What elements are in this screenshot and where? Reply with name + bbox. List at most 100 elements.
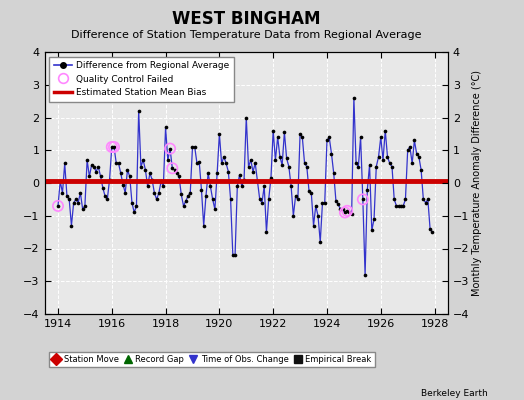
Point <box>305 188 313 194</box>
Point <box>231 252 239 258</box>
Point <box>278 162 286 168</box>
Point <box>397 203 405 209</box>
Point <box>137 164 145 170</box>
Legend: Station Move, Record Gap, Time of Obs. Change, Empirical Break: Station Move, Record Gap, Time of Obs. C… <box>49 352 375 368</box>
Point <box>330 170 338 176</box>
Point <box>287 183 296 190</box>
Point <box>300 160 309 166</box>
Point <box>265 196 273 202</box>
Point <box>368 227 376 234</box>
Point <box>195 158 203 165</box>
Point <box>233 183 242 190</box>
Point <box>114 160 123 166</box>
Point <box>222 160 231 166</box>
Point <box>334 201 342 208</box>
Point <box>370 216 378 222</box>
Point <box>426 226 434 232</box>
Point <box>242 114 250 121</box>
Point <box>166 146 174 152</box>
Point <box>303 164 311 170</box>
Point <box>260 183 268 190</box>
Point <box>412 150 421 157</box>
Point <box>74 200 82 206</box>
Point <box>67 222 75 229</box>
Point <box>213 170 221 176</box>
Point <box>336 206 345 212</box>
Point <box>157 178 165 184</box>
Point <box>184 193 192 199</box>
Point <box>166 146 174 152</box>
Point <box>141 167 150 173</box>
Point <box>179 203 188 209</box>
Point <box>414 154 423 160</box>
Point <box>399 203 407 209</box>
Point <box>282 155 291 162</box>
Point <box>379 157 387 163</box>
Point <box>298 134 307 140</box>
Point <box>285 164 293 170</box>
Point <box>94 164 103 170</box>
Point <box>408 160 417 166</box>
Point <box>200 222 208 229</box>
Point <box>228 252 237 258</box>
Point <box>211 206 219 212</box>
Point <box>150 190 159 196</box>
Point <box>356 134 365 140</box>
Point <box>395 203 403 209</box>
Point <box>119 182 127 188</box>
Point <box>350 95 358 101</box>
Point <box>343 208 352 214</box>
Point <box>274 134 282 140</box>
Point <box>289 212 298 219</box>
Point <box>374 154 383 160</box>
Point <box>163 157 172 163</box>
Point <box>81 203 89 209</box>
Point <box>309 222 318 229</box>
Point <box>54 203 62 209</box>
Point <box>316 239 324 245</box>
Point <box>269 127 277 134</box>
Point <box>249 168 257 175</box>
Point <box>70 200 78 206</box>
Point <box>410 137 419 144</box>
Point <box>365 162 374 168</box>
Point <box>386 160 394 166</box>
Point <box>267 175 275 181</box>
Point <box>79 206 87 212</box>
Point <box>323 137 331 144</box>
Point <box>341 209 349 216</box>
Point <box>202 193 210 199</box>
Point <box>209 196 217 202</box>
Point <box>291 193 300 199</box>
Point <box>121 190 129 196</box>
Point <box>175 173 183 180</box>
Point <box>358 196 367 202</box>
Point <box>293 196 302 202</box>
Point <box>126 173 134 180</box>
Point <box>345 209 354 216</box>
Point <box>188 144 196 150</box>
Point <box>72 196 80 202</box>
Point <box>226 196 235 202</box>
Point <box>54 203 62 209</box>
Point <box>76 190 84 196</box>
Point <box>186 190 194 196</box>
Point <box>424 196 432 202</box>
Point <box>107 144 116 150</box>
Point <box>85 173 94 180</box>
Point <box>314 212 322 219</box>
Point <box>224 168 233 175</box>
Point <box>388 164 396 170</box>
Point <box>235 172 244 178</box>
Point <box>341 209 349 216</box>
Point <box>177 191 185 198</box>
Point <box>377 134 385 140</box>
Point <box>339 206 347 212</box>
Point <box>392 203 401 209</box>
Point <box>168 165 177 172</box>
Y-axis label: Monthly Temperature Anomaly Difference (°C): Monthly Temperature Anomaly Difference (… <box>472 70 482 296</box>
Point <box>403 147 412 154</box>
Point <box>361 272 369 278</box>
Point <box>101 193 110 199</box>
Point <box>116 170 125 176</box>
